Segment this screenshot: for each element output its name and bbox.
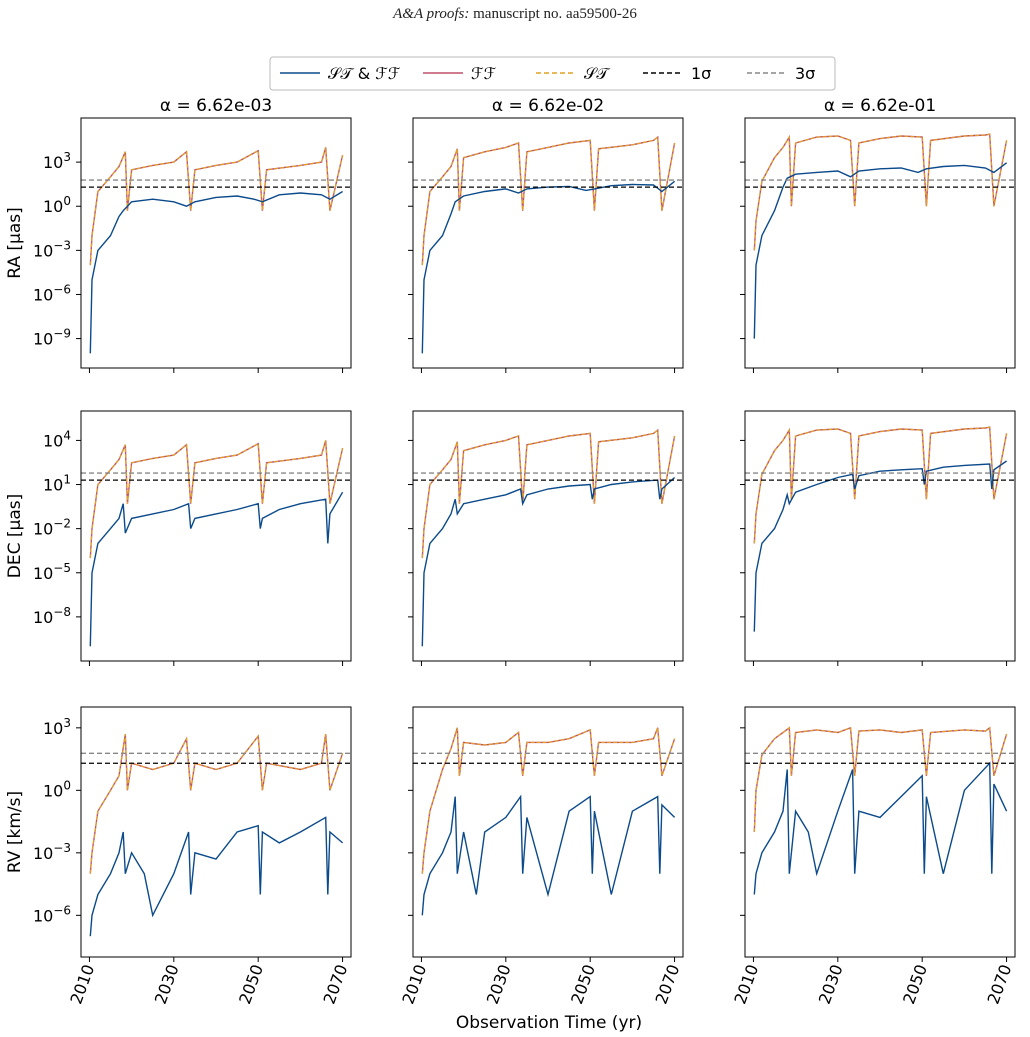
y-tick-label: 10−5 bbox=[33, 561, 71, 583]
y-tick-label: 103 bbox=[43, 150, 71, 172]
series-st-line bbox=[89, 147, 344, 266]
x-tick-label: 2050 bbox=[899, 962, 931, 1007]
series-st-ff-line bbox=[753, 761, 1008, 895]
series-st-ff-line bbox=[89, 190, 343, 354]
panel-r2-c0: 103 100 10−3 10−6 2010 2030 2050 2070 RV [km/s] bbox=[5, 706, 352, 1007]
axes-frame bbox=[80, 117, 352, 369]
series-st-ff-line bbox=[421, 180, 676, 354]
axes-frame bbox=[744, 706, 1016, 958]
series-st-line bbox=[421, 428, 676, 559]
legend-label-2: 𝒮𝒯 bbox=[584, 64, 611, 83]
panel-r2-c2: 2010 2030 2050 2070 bbox=[730, 706, 1016, 1007]
series-st-line bbox=[753, 426, 1008, 544]
y-tick-label: 103 bbox=[43, 716, 71, 738]
column-title: α = 6.62e-02 bbox=[492, 96, 604, 116]
y-tick-label: 10−3 bbox=[33, 238, 71, 260]
series-st-line bbox=[753, 726, 1008, 833]
panel-r0-c0: α = 6.62e-03 103 100 10−3 10−6 10−9 RA [μas] bbox=[5, 96, 352, 373]
column-title: α = 6.62e-01 bbox=[824, 96, 936, 116]
series-st-ff-line bbox=[89, 816, 344, 937]
x-tick-label: 2030 bbox=[815, 962, 847, 1007]
x-axis-label: Observation Time (yr) bbox=[456, 1013, 642, 1033]
axes-frame bbox=[412, 117, 684, 369]
y-axis-label: DEC [μas] bbox=[5, 494, 25, 578]
y-tick-label: 100 bbox=[43, 194, 71, 216]
journal-name: A&A proofs: bbox=[393, 6, 470, 22]
series-st-line bbox=[753, 133, 1008, 251]
axes-frame bbox=[412, 410, 684, 662]
series-st-line bbox=[89, 440, 344, 559]
y-tick-label: 10−8 bbox=[33, 605, 71, 627]
panel-r1-c1 bbox=[408, 410, 684, 666]
manuscript-number: manuscript no. aa59500-26 bbox=[473, 6, 637, 22]
x-tick-label: 2030 bbox=[483, 962, 515, 1007]
y-axis-label: RA [μas] bbox=[5, 207, 25, 279]
x-tick-label: 2070 bbox=[984, 962, 1016, 1007]
panel-r1-c0: 104 101 10−2 10−5 10−8 DEC [μas] bbox=[5, 410, 352, 666]
y-tick-label: 10−6 bbox=[33, 282, 71, 304]
series-st-ff-line bbox=[753, 460, 1007, 632]
series-st-ff-line bbox=[421, 794, 676, 916]
y-tick-label: 10−9 bbox=[33, 327, 71, 349]
legend-label-1: ℱℱ bbox=[471, 64, 497, 83]
legend-label-4: 3σ bbox=[795, 64, 815, 83]
panel-r1-c2 bbox=[740, 410, 1016, 666]
x-tick-label: 2010 bbox=[730, 962, 762, 1007]
series-ff-line bbox=[89, 733, 344, 874]
panel-r0-c1: α = 6.62e-02 bbox=[408, 96, 684, 373]
y-tick-label: 10−6 bbox=[33, 903, 71, 925]
x-tick-label: 2050 bbox=[567, 962, 599, 1007]
legend: 𝒮𝒯 & ℱℱ ℱℱ 𝒮𝒯 1σ 3σ bbox=[269, 56, 836, 91]
legend-label-0: 𝒮𝒯 & ℱℱ bbox=[328, 64, 401, 83]
y-tick-label: 104 bbox=[43, 428, 71, 450]
axes-frame bbox=[412, 706, 684, 958]
panel-r2-c1: 2010 2030 2050 2070 bbox=[398, 706, 684, 1007]
panel-r0-c2: α = 6.62e-01 bbox=[740, 96, 1016, 373]
series-ff-line bbox=[421, 428, 676, 559]
series-st-ff-line bbox=[89, 491, 344, 647]
series-st-line bbox=[421, 135, 676, 266]
y-tick-label: 10−3 bbox=[33, 841, 71, 863]
axes-frame bbox=[80, 706, 352, 958]
y-tick-label: 100 bbox=[43, 778, 71, 800]
x-tick-label: 2010 bbox=[398, 962, 430, 1007]
page-header: A&A proofs: manuscript no. aa59500-26 bbox=[0, 6, 1030, 23]
x-tick-label: 2010 bbox=[66, 962, 98, 1007]
axes-frame bbox=[80, 410, 352, 662]
y-tick-label: 10−2 bbox=[33, 517, 71, 539]
legend-label-3: 1σ bbox=[691, 64, 711, 83]
y-tick-label: 101 bbox=[43, 473, 71, 495]
series-st-line bbox=[89, 734, 344, 874]
x-tick-label: 2030 bbox=[151, 962, 183, 1007]
x-tick-label: 2070 bbox=[652, 962, 684, 1007]
x-tick-label: 2070 bbox=[320, 962, 352, 1007]
column-title: α = 6.62e-03 bbox=[160, 96, 272, 116]
x-tick-label: 2050 bbox=[235, 962, 267, 1007]
series-st-ff-line bbox=[421, 476, 676, 647]
series-ff-line bbox=[421, 135, 676, 266]
y-axis-label: RV [km/s] bbox=[5, 791, 25, 873]
series-st-line bbox=[421, 727, 676, 874]
series-st-ff-line bbox=[753, 162, 1008, 339]
axes-frame bbox=[744, 410, 1016, 662]
axes-frame bbox=[744, 117, 1016, 369]
